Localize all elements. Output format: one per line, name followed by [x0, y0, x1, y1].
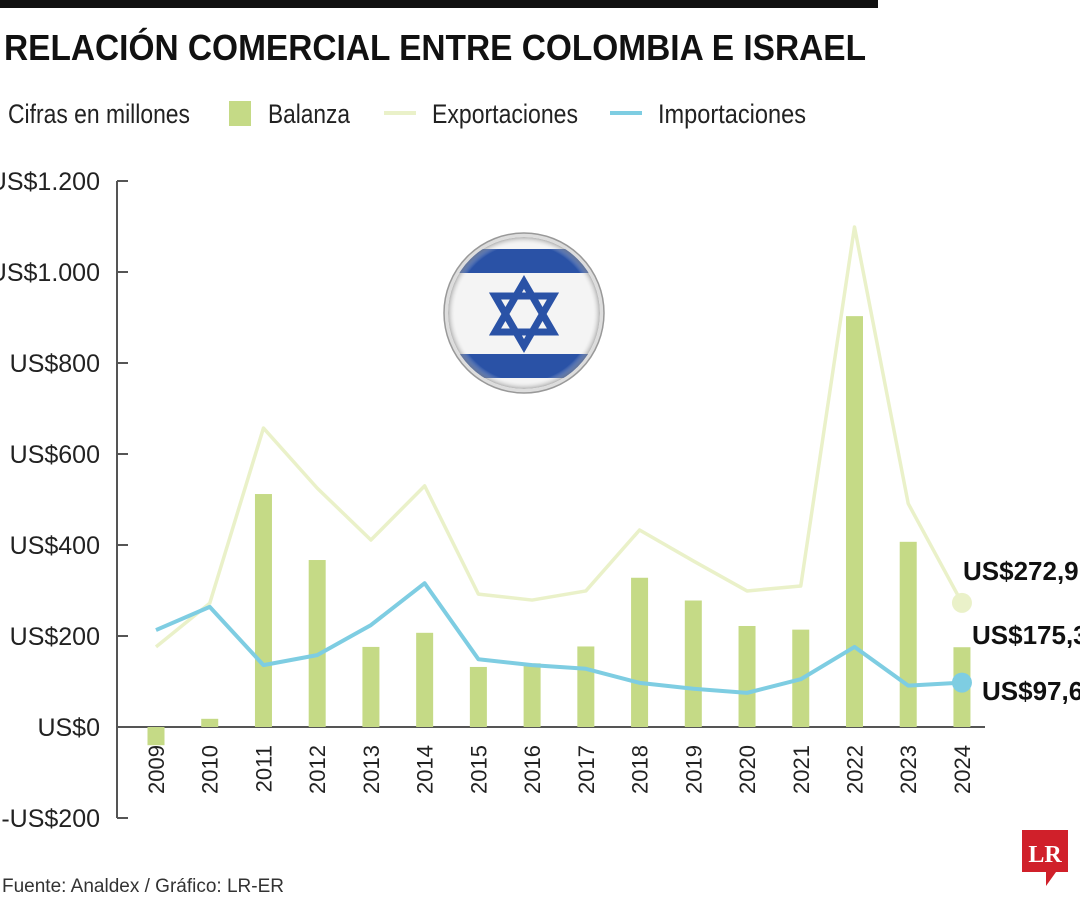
y-tick-label: US$800 [10, 350, 100, 378]
logo-text: LR [1028, 842, 1062, 868]
bar-balanza-2010 [201, 718, 219, 727]
legend: Cifras en millones Balanza Exportaciones… [8, 99, 806, 129]
point-exportaciones-2024 [951, 592, 972, 613]
bar-balanza-2011 [254, 494, 272, 727]
bar-balanza-2009 [147, 727, 165, 746]
source-note: Fuente: Analdex / Gráfico: LR-ER [2, 876, 284, 897]
x-tick-label: 2020 [735, 745, 760, 794]
x-tick-label: 2017 [574, 745, 599, 794]
x-tick-label: 2019 [681, 745, 706, 794]
x-tick-label: 2018 [628, 745, 653, 794]
x-tick-label: 2023 [896, 745, 921, 794]
y-tick-label: US$600 [10, 441, 100, 469]
label-balanza-2024: US$175,3 [972, 620, 1080, 650]
line-exportaciones [154, 225, 964, 649]
y-tick-label: US$1.200 [0, 168, 100, 196]
legend-label-exportaciones: Exportaciones [432, 99, 578, 129]
bar-balanza-2022 [845, 316, 863, 727]
x-tick-label: 2009 [144, 745, 169, 794]
bar-balanza-2013 [362, 646, 380, 727]
x-tick-label: 2011 [251, 745, 276, 792]
x-tick-label: 2014 [413, 745, 438, 794]
line-importaciones [155, 581, 963, 695]
bar-balanza-2014 [416, 632, 434, 727]
bar-balanza-2012 [308, 560, 326, 727]
bar-balanza-2023 [899, 541, 917, 727]
bar-balanza-2015 [469, 666, 487, 727]
y-tick-label: US$1.000 [0, 259, 100, 287]
legend-swatch-balanza [229, 101, 251, 126]
axes: -US$200 US$0 US$200 US$400 US$600 US$800 US$1.… [0, 168, 985, 833]
legend-label-balanza: Balanza [268, 99, 351, 129]
x-tick-label: 2021 [789, 745, 814, 794]
x-tick-label: 2010 [198, 745, 223, 794]
y-tick-label: US$200 [10, 623, 100, 651]
bar-balanza-2018 [631, 577, 649, 727]
x-tick-label: 2012 [305, 745, 330, 794]
bar-balanza-2019 [684, 600, 702, 727]
chart-title: RELACIÓN COMERCIAL ENTRE COLOMBIA E ISRA… [4, 26, 866, 68]
x-tick-label: 2013 [359, 745, 384, 794]
x-tick-label: 2016 [520, 745, 545, 794]
y-tick-label: US$400 [10, 532, 100, 560]
bar-balanza-2016 [523, 663, 541, 727]
units-label: Cifras en millones [8, 99, 190, 129]
y-tick-label: -US$200 [1, 805, 100, 833]
lr-logo: LR [1022, 830, 1068, 886]
israel-flag-icon [443, 232, 605, 394]
x-tick-label: 2024 [950, 745, 975, 794]
x-tick-label: 2015 [466, 745, 491, 794]
label-exportaciones-2024: US$272,9 [963, 556, 1079, 586]
bar-balanza-2020 [738, 625, 756, 727]
bars-balanza [147, 316, 971, 746]
bar-balanza-2017 [577, 646, 595, 727]
y-tick-label: US$0 [37, 714, 100, 742]
point-importaciones-2024 [951, 672, 972, 693]
label-importaciones-2024: US$97,6 [982, 676, 1080, 706]
lines [154, 225, 972, 695]
x-tick-label: 2022 [842, 745, 867, 794]
top-bar [0, 0, 878, 8]
legend-label-importaciones: Importaciones [658, 99, 806, 129]
end-labels: US$272,9 US$175,3 US$97,6 [963, 556, 1080, 706]
